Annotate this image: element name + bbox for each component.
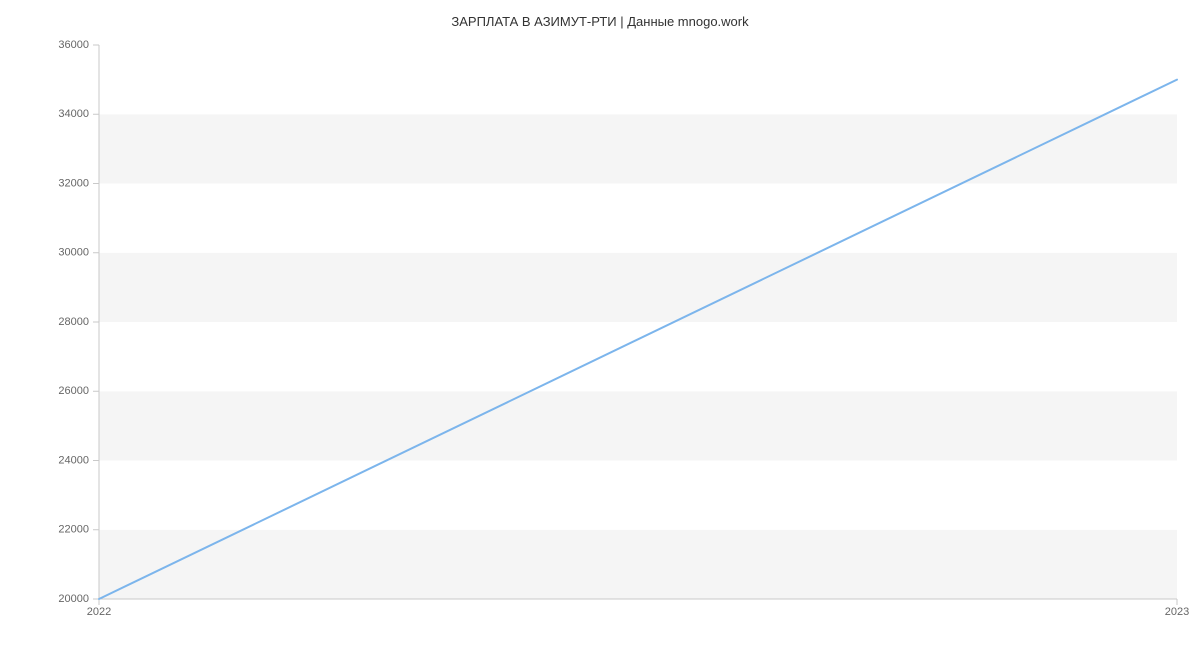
y-tick-label: 24000 xyxy=(58,454,89,466)
chart-title: ЗАРПЛАТА В АЗИМУТ-РТИ | Данные mnogo.wor… xyxy=(0,14,1200,29)
chart-canvas: 20000 22000 24000 26000 28000 30000 32000 34000… xyxy=(0,0,1200,650)
y-tick-label: 28000 xyxy=(58,316,89,328)
y-tick-label: 22000 xyxy=(58,524,89,536)
y-tick-label: 34000 xyxy=(58,108,89,120)
x-tick-label: 2022 xyxy=(87,606,111,618)
y-tick-label: 20000 xyxy=(58,593,89,605)
y-tick-label: 30000 xyxy=(58,247,89,259)
y-tick-label: 32000 xyxy=(58,177,89,189)
salary-line-chart: ЗАРПЛАТА В АЗИМУТ-РТИ | Данные mnogo.wor… xyxy=(0,0,1200,650)
y-tick-label: 36000 xyxy=(58,39,89,51)
y-tick-label: 26000 xyxy=(58,385,89,397)
x-tick-label: 2023 xyxy=(1165,606,1189,618)
